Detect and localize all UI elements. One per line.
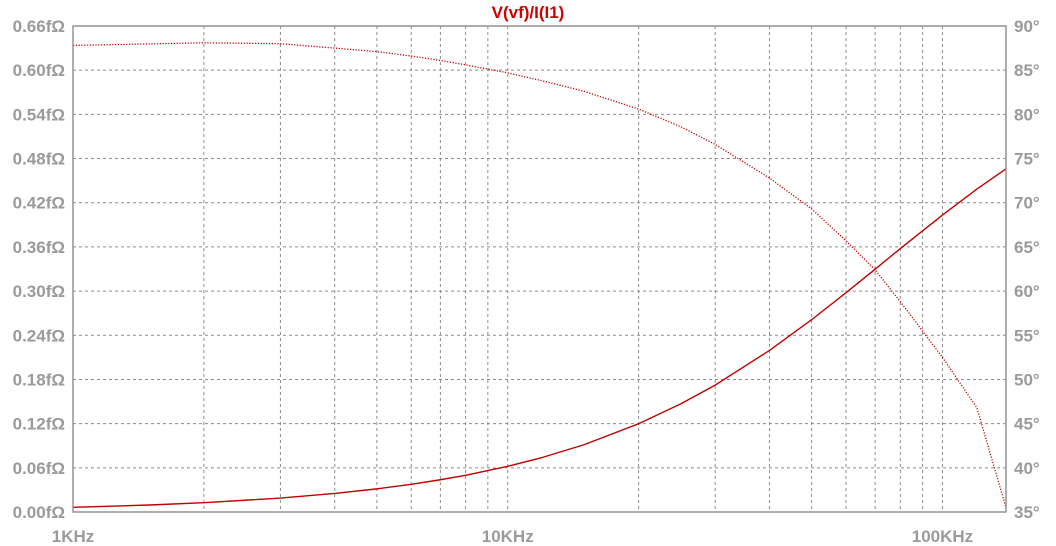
right-tick-label: 85° <box>1014 61 1040 80</box>
left-tick-label: 0.60fΩ <box>13 61 65 80</box>
left-tick-label: 0.36fΩ <box>13 238 65 257</box>
right-axis-ticks: 35° 40° 45° 50° 55° 60° 65° 70° 75° 80° 85° 90° <box>1014 17 1040 522</box>
left-tick-label: 0.66fΩ <box>13 17 65 36</box>
right-tick-label: 50° <box>1014 370 1040 389</box>
x-axis-ticks: 1KHz 10KHz 100KHz <box>52 527 973 546</box>
left-tick-label: 0.54fΩ <box>13 105 65 124</box>
left-tick-label: 0.18fΩ <box>13 370 65 389</box>
right-tick-label: 80° <box>1014 105 1040 124</box>
right-tick-label: 55° <box>1014 326 1040 345</box>
x-tick-label: 10KHz <box>482 527 534 546</box>
right-tick-label: 90° <box>1014 17 1040 36</box>
left-tick-label: 0.42fΩ <box>13 194 65 213</box>
chart-title: V(vf)/I(I1) <box>492 3 565 22</box>
left-tick-label: 0.06fΩ <box>13 459 65 478</box>
phase-series-line <box>72 42 1007 508</box>
right-tick-label: 65° <box>1014 238 1040 257</box>
series-layer <box>72 42 1007 509</box>
magnitude-series-line <box>72 168 1007 509</box>
right-tick-label: 40° <box>1014 459 1040 478</box>
left-tick-label: 0.30fΩ <box>13 282 65 301</box>
right-tick-label: 75° <box>1014 150 1040 169</box>
plot-frame <box>72 25 1007 513</box>
left-tick-label: 0.48fΩ <box>13 150 65 169</box>
grid <box>72 25 1006 513</box>
left-tick-label: 0.12fΩ <box>13 415 65 434</box>
right-tick-label: 35° <box>1014 503 1040 522</box>
right-tick-label: 45° <box>1014 415 1040 434</box>
right-tick-label: 60° <box>1014 282 1040 301</box>
left-tick-label: 0.24fΩ <box>13 326 65 345</box>
right-tick-label: 70° <box>1014 194 1040 213</box>
x-tick-label: 1KHz <box>52 527 95 546</box>
x-tick-label: 100KHz <box>912 527 973 546</box>
left-axis-ticks: 0.00fΩ 0.06fΩ 0.12fΩ 0.18fΩ 0.24fΩ 0.30fΩ 0.36… <box>13 17 65 522</box>
left-tick-label: 0.00fΩ <box>13 503 65 522</box>
